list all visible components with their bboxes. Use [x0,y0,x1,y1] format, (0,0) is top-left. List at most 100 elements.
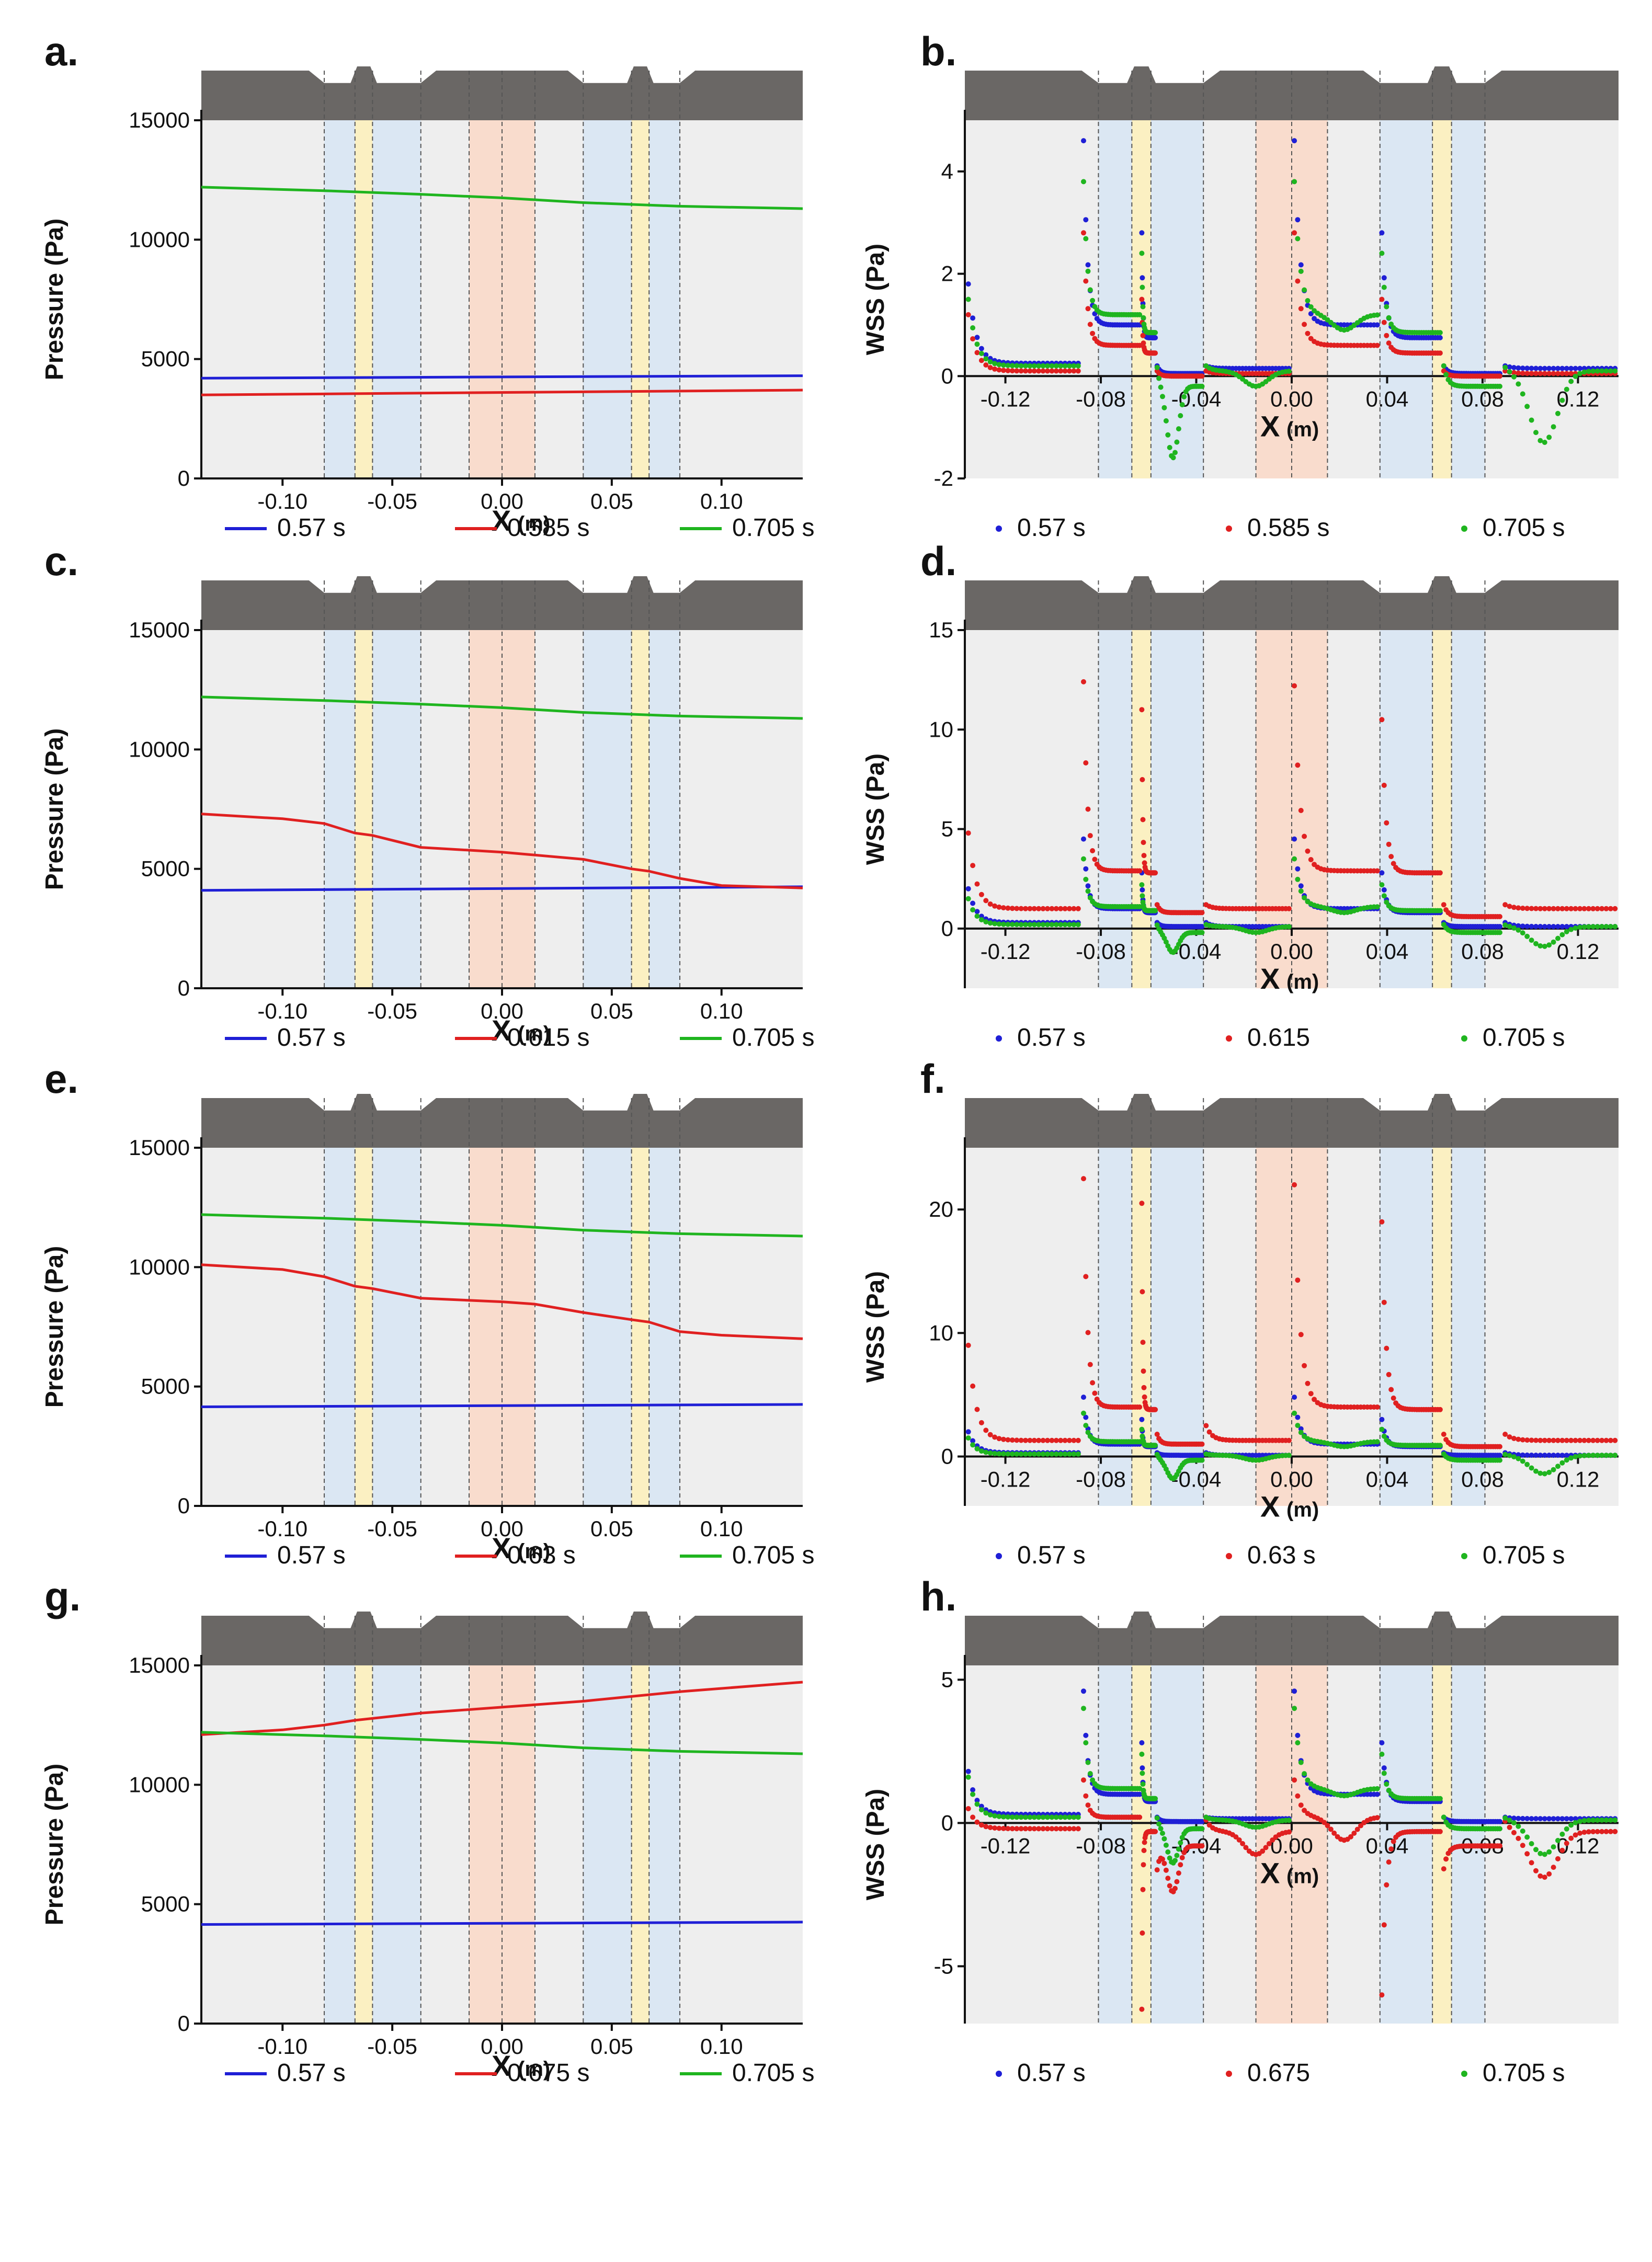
wss-point [1374,322,1380,328]
wss-point [1298,262,1304,268]
wss-point [1564,906,1569,911]
wss-point [1608,368,1613,374]
wss-point [987,901,993,907]
wss-point [996,1436,1002,1442]
wss-point [1573,1816,1578,1822]
wss-point [1083,760,1089,766]
wss-point [1537,1437,1543,1443]
x-tick-label: 0.00 [1270,1467,1313,1492]
wss-point [1325,1823,1330,1829]
x-tick-label: -0.12 [981,1467,1031,1492]
wss-point [1081,230,1086,236]
wss-point [970,863,976,869]
wss-point [1023,1437,1028,1443]
wss-point [1140,1781,1146,1787]
wss-point [1533,1453,1539,1458]
x-axis-label: X [492,1014,511,1047]
wss-point [1153,350,1158,356]
wss-point [1437,1443,1443,1448]
y-tick-label: 20 [929,1197,953,1221]
wss-point [1140,1289,1145,1295]
wss-point [1507,1434,1512,1440]
wss-point [1071,1451,1077,1457]
series-points-0-63-s [965,1176,1618,1449]
wss-point [1081,1777,1086,1783]
x-axis-unit: (m) [518,1540,550,1563]
wss-point [1379,250,1385,256]
wss-point [1027,1814,1033,1820]
wss-point [992,366,998,372]
wss-point [1005,368,1011,373]
wss-point [1603,1453,1609,1458]
wss-point [1577,1819,1583,1824]
wss-point [1507,1453,1512,1458]
legend-label: 0.63 s [1247,1541,1316,1569]
x-axis-label: X [492,2049,511,2082]
wss-point [1520,906,1525,911]
wss-point [1295,762,1301,768]
wss-point [970,1442,976,1448]
wss-point [1045,1437,1050,1443]
wss-point [1529,923,1534,929]
wss-point [1045,1451,1050,1457]
wss-point [996,1825,1002,1831]
wss-point [1599,906,1605,911]
wss-point [1083,1274,1089,1279]
wss-point [1023,1814,1028,1820]
wss-point [1502,1432,1508,1437]
wss-point [970,1383,976,1389]
wss-point [1154,1432,1160,1437]
wss-point [1295,278,1301,284]
wss-point [1139,1751,1145,1757]
x-tick-label: 0.10 [700,1516,743,1541]
wss-point [1302,1771,1307,1777]
wss-point [1568,1816,1574,1822]
wss-point [983,352,989,358]
wss-point [1009,1814,1015,1820]
wss-point [1308,857,1314,862]
wss-point [1031,922,1037,928]
stenosis-region-band [1132,1665,1151,2024]
wss-point [1586,369,1591,374]
wss-point [983,919,989,924]
wss-point [1594,1818,1600,1823]
series-line-0-57-s [201,1403,803,1408]
wss-point [1174,1853,1180,1858]
wss-point [1511,365,1517,370]
wss-point [1062,922,1068,928]
wss-point [1559,1437,1565,1443]
wss-point [1516,1815,1521,1821]
wss-point [1023,368,1028,374]
wss-point [1292,138,1297,144]
wss-point [1081,1410,1086,1416]
wss-point [1142,860,1147,866]
y-tick-label: 5000 [141,1892,190,1916]
wss-point [1507,904,1512,909]
wss-point [1516,927,1521,933]
wss-point [1172,1886,1178,1891]
x-tick-label: -0.08 [1076,939,1126,964]
y-tick-label: 4 [941,159,953,184]
wss-point [1568,1437,1574,1443]
x-tick-label: -0.10 [257,2034,307,2059]
wss-point [1537,1470,1543,1476]
wss-point [1305,330,1311,336]
wss-point [1137,868,1143,874]
wss-point [978,1420,984,1425]
wss-point [1386,315,1392,321]
series-line-0-705-s [201,186,803,210]
wss-point [983,356,989,362]
wss-point [1158,384,1164,390]
wss-point [1153,908,1158,913]
wss-point [1555,1437,1560,1443]
wss-point [1590,1829,1596,1834]
wss-point [1085,1760,1091,1765]
wss-point [978,917,984,922]
panel-label: h. [920,1573,956,1619]
wss-point [1049,1826,1055,1832]
wss-point [1533,1468,1539,1474]
wss-point [1564,924,1569,929]
wss-point [1594,1453,1600,1458]
wss-point [1298,883,1304,889]
